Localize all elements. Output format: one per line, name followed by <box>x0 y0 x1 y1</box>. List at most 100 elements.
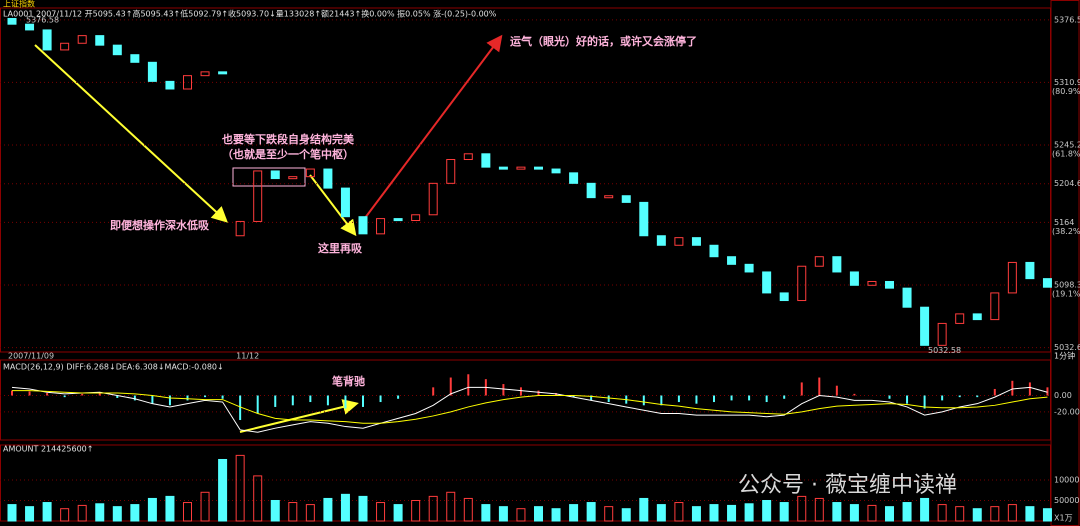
candle <box>376 218 386 235</box>
candle <box>1042 278 1052 288</box>
candle <box>112 44 122 56</box>
candle <box>797 265 807 302</box>
candle <box>779 292 789 302</box>
volume-bar <box>411 499 421 522</box>
candle <box>393 218 403 222</box>
candle <box>130 54 140 63</box>
volume-bar <box>604 506 614 522</box>
y-tick-label: 5032.6 <box>1054 343 1080 352</box>
y-tick-label: 5245.2 <box>1054 141 1080 150</box>
annotation: 即便想操作深水低吸 <box>110 218 210 232</box>
volume-bar <box>516 508 526 522</box>
candle <box>1007 261 1017 294</box>
x-tick-label: 11/12 <box>236 352 259 361</box>
candle <box>920 306 930 346</box>
volume-bar <box>112 506 122 522</box>
candle <box>463 153 473 161</box>
volume-bar <box>937 504 947 522</box>
candle <box>60 42 70 51</box>
candle <box>674 237 684 246</box>
volume-bar <box>393 504 403 522</box>
y-tick-label: -20.00 <box>1054 407 1080 416</box>
y-tick-note: (19.1%) <box>1052 290 1080 299</box>
volume-bar <box>165 495 175 522</box>
volume-bar <box>586 502 596 522</box>
candle <box>656 235 666 246</box>
candle <box>691 237 701 246</box>
volume-bar <box>25 506 35 522</box>
volume-bar <box>902 502 912 522</box>
volume-bar <box>95 503 105 522</box>
arrow <box>239 399 359 433</box>
arrow <box>361 34 503 223</box>
volume-bar <box>867 504 877 522</box>
volume-bar <box>183 502 192 522</box>
volume-bar <box>60 508 70 522</box>
extreme-label: 5032.58 <box>928 346 961 355</box>
volume-bar <box>656 504 666 522</box>
candle <box>77 35 87 44</box>
volume-bar <box>849 504 859 522</box>
volume-bar <box>744 503 754 522</box>
y-tick-label: 5204.6 <box>1054 179 1080 188</box>
volume-bar <box>727 504 737 522</box>
arrow <box>309 174 357 237</box>
volume-bar <box>1042 508 1052 522</box>
candle <box>498 166 508 170</box>
x-tick-label: 2007/11/09 <box>8 352 54 361</box>
candle <box>709 244 719 258</box>
volume-bar <box>1007 504 1017 522</box>
candle <box>323 168 333 189</box>
candle <box>867 280 877 286</box>
volume-bar <box>814 497 824 522</box>
candle <box>218 71 228 75</box>
volume-bar <box>340 493 350 522</box>
candle <box>95 35 105 46</box>
volume-bar <box>639 497 649 522</box>
y-tick-note: (38.2%) <box>1052 227 1080 236</box>
volume-bar <box>235 454 245 522</box>
candle <box>727 256 737 265</box>
dea-line <box>12 390 1048 424</box>
candle <box>235 220 245 237</box>
candle <box>534 166 543 170</box>
volume-bar <box>920 497 930 522</box>
candle <box>814 256 824 267</box>
y-tick-note: (80.9%) <box>1052 87 1080 96</box>
volume-bar <box>674 502 684 522</box>
volume-bar <box>77 504 87 522</box>
volume-bar <box>253 475 263 522</box>
annotation: 也要等下跌段自身结构完美 <box>222 132 355 146</box>
candle <box>551 168 561 174</box>
candle <box>200 71 210 77</box>
annotation: （也就是至少一个笔中枢） <box>222 147 354 161</box>
annotation-shapes <box>34 34 503 433</box>
volume-bar <box>972 508 982 522</box>
candle <box>937 322 947 346</box>
candle <box>902 287 912 308</box>
volume-bar <box>551 508 561 522</box>
candle <box>621 195 631 203</box>
volume-bar <box>130 504 140 522</box>
candle <box>639 201 649 237</box>
volume-bar <box>832 502 842 522</box>
volume-bar <box>691 506 701 522</box>
volume-unit: X1万 <box>1054 514 1073 523</box>
quote-line: LA0001 2007/11/12 开5095.43↑高5095.43↑低509… <box>3 9 497 19</box>
candle <box>1025 261 1035 280</box>
volume-bar <box>323 497 333 522</box>
period-label: 1分钟 <box>1054 351 1075 361</box>
volume-bar <box>534 506 543 522</box>
candle <box>270 170 280 180</box>
volume-header: AMOUNT 214425600↑ <box>3 445 93 454</box>
candle <box>305 168 315 178</box>
candle <box>832 256 842 273</box>
volume-bar <box>797 495 807 522</box>
volume-bar <box>762 499 772 522</box>
volume-bar <box>428 495 438 522</box>
y-tick-label: 50000 <box>1054 496 1079 505</box>
volume-bar <box>955 506 965 522</box>
volume-bar <box>463 497 473 522</box>
y-tick-note: (61.8%) <box>1052 150 1080 159</box>
